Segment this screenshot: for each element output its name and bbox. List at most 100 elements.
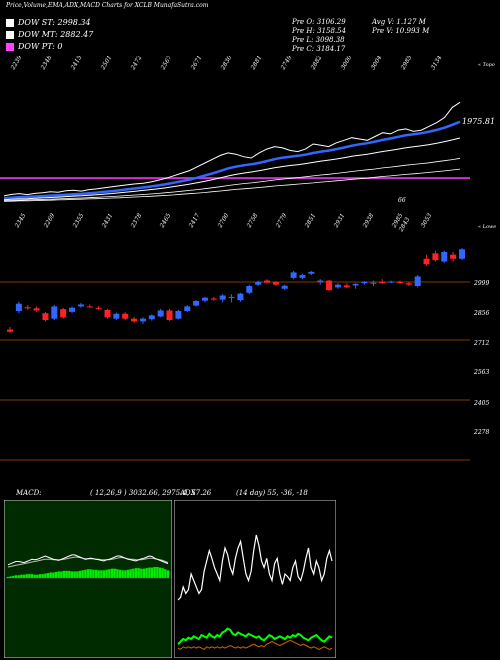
volume-info: Avg V: 1.127 M Pre V: 10.993 M bbox=[372, 18, 429, 36]
macd-histogram-bar bbox=[68, 570, 71, 578]
candle-body bbox=[69, 307, 76, 312]
macd-histogram-bar bbox=[102, 570, 106, 578]
macd-histogram-bar bbox=[12, 575, 15, 578]
macd-histogram-bar bbox=[158, 567, 162, 578]
ema-series-line bbox=[3, 137, 461, 201]
candle-body bbox=[264, 280, 271, 283]
legend-swatch-icon bbox=[6, 18, 14, 27]
price-top-label: 2700 bbox=[216, 212, 230, 230]
adx-params-text: (14 day) 55, -36, -18 bbox=[236, 489, 308, 497]
price-y-tick-label: 2856 bbox=[473, 310, 489, 317]
candle-body bbox=[396, 281, 403, 284]
macd-panel-bg bbox=[4, 500, 172, 658]
macd-histogram-bar bbox=[97, 570, 100, 578]
macd-chart bbox=[4, 500, 172, 658]
ema-top-label: 2472 bbox=[129, 56, 143, 72]
price-y-tick-label: 2712 bbox=[473, 340, 489, 347]
quote-low: Pre L: 3098.38 bbox=[292, 36, 345, 44]
adx-label: ADX bbox=[180, 489, 196, 497]
legend-item-dow-st: DOW ST: 2998.34 bbox=[6, 18, 93, 27]
macd-histogram-bar bbox=[65, 570, 68, 578]
macd-histogram-bar bbox=[6, 576, 10, 578]
macd-histogram-bar bbox=[134, 568, 138, 578]
ema-last-value-label: 1975.81 bbox=[462, 117, 495, 126]
price-top-label: 2779 bbox=[274, 212, 288, 230]
candle-body bbox=[15, 303, 22, 312]
macd-histogram-bar bbox=[118, 569, 122, 578]
ema-side-label: « Topo bbox=[478, 62, 495, 68]
legend-label: DOW ST: 2998.34 bbox=[18, 18, 91, 27]
candle-body bbox=[228, 296, 235, 298]
legend-swatch-icon bbox=[6, 30, 14, 39]
candle-body bbox=[405, 283, 412, 285]
macd-histogram-bar bbox=[121, 570, 124, 578]
candle-body bbox=[334, 284, 341, 288]
macd-histogram-bar bbox=[9, 576, 12, 578]
macd-histogram-bar bbox=[153, 567, 156, 578]
macd-histogram-bar bbox=[49, 572, 52, 578]
candle-body bbox=[255, 281, 262, 285]
price-top-label: 2938 bbox=[361, 212, 375, 230]
quote-high: Pre H: 3158.54 bbox=[292, 27, 347, 35]
candle-body bbox=[290, 272, 297, 278]
macd-main-line bbox=[7, 554, 169, 566]
candle-body bbox=[148, 315, 155, 320]
macd-histogram-bar bbox=[22, 574, 26, 578]
macd-histogram-bar bbox=[81, 570, 84, 578]
ema-top-label: 2985 bbox=[399, 56, 413, 72]
candle-body bbox=[308, 271, 315, 274]
legend-label: DOW MT: 2882.47 bbox=[18, 30, 94, 39]
macd-histogram-bar bbox=[89, 569, 92, 578]
ema-series-line bbox=[3, 168, 461, 202]
candle-body bbox=[299, 275, 306, 278]
price-top-label: 2417 bbox=[187, 212, 201, 230]
adx-series-line bbox=[177, 534, 333, 601]
adx-params: (14 day) 55, -36, -18 bbox=[236, 489, 308, 497]
candle-body bbox=[95, 307, 102, 309]
ema-top-label: 3134 bbox=[430, 56, 444, 71]
candle-body bbox=[450, 254, 457, 259]
ema-top-label: 3004 bbox=[370, 56, 384, 71]
candle-body bbox=[388, 281, 395, 283]
macd-histogram-bar bbox=[108, 569, 111, 578]
price-y-tick-label: 2278 bbox=[473, 429, 489, 436]
ema-top-label: 2671 bbox=[189, 56, 203, 72]
macd-title: MACD: bbox=[16, 489, 42, 497]
macd-histogram-bar bbox=[33, 574, 36, 578]
price-y-tick-label: 2563 bbox=[473, 369, 489, 376]
macd-histogram-bar bbox=[41, 574, 44, 578]
price-top-label: 2465 bbox=[158, 212, 172, 230]
macd-histogram-bar bbox=[52, 572, 55, 578]
price-y-tick-label: 2999 bbox=[473, 280, 489, 287]
ema-top-label: 2348 bbox=[39, 56, 53, 72]
candle-body bbox=[201, 297, 208, 301]
ema-top-label: 3000 bbox=[340, 56, 354, 71]
ema-series-line bbox=[3, 157, 461, 202]
candle-body bbox=[370, 282, 377, 284]
macd-histogram-bar bbox=[164, 569, 167, 578]
candle-body bbox=[281, 285, 288, 289]
prev-volume: Pre V: 10.993 M bbox=[372, 27, 430, 35]
candle-body bbox=[379, 281, 386, 284]
ema-extra-label: 66 bbox=[398, 197, 406, 204]
price-top-label: 2758 bbox=[245, 212, 259, 230]
macd-histogram-bar bbox=[62, 570, 66, 578]
macd-histogram-bar bbox=[161, 568, 164, 578]
candle-body bbox=[175, 311, 182, 319]
ema-top-label: 2830 bbox=[219, 56, 233, 72]
macd-histogram-bar bbox=[30, 574, 34, 578]
price-top-label: 2378 bbox=[129, 212, 143, 230]
macd-histogram-bar bbox=[17, 575, 20, 578]
adx-title: ADX bbox=[180, 489, 196, 497]
macd-histogram-bar bbox=[148, 567, 151, 578]
price-top-label: 2931 bbox=[332, 212, 346, 230]
candle-body bbox=[33, 308, 40, 311]
candle-body bbox=[113, 313, 120, 319]
quote-open: Pre O: 3106.29 bbox=[292, 18, 346, 26]
macd-histogram-bar bbox=[94, 569, 98, 578]
price-top-label: 2345 bbox=[13, 212, 27, 230]
candle-body bbox=[104, 309, 111, 318]
price-top-label: 2851 bbox=[303, 212, 317, 230]
chart-header-title: Price,Volume,EMA,ADX,MACD Charts for XCL… bbox=[6, 2, 209, 9]
macd-histogram-bar bbox=[137, 568, 140, 578]
